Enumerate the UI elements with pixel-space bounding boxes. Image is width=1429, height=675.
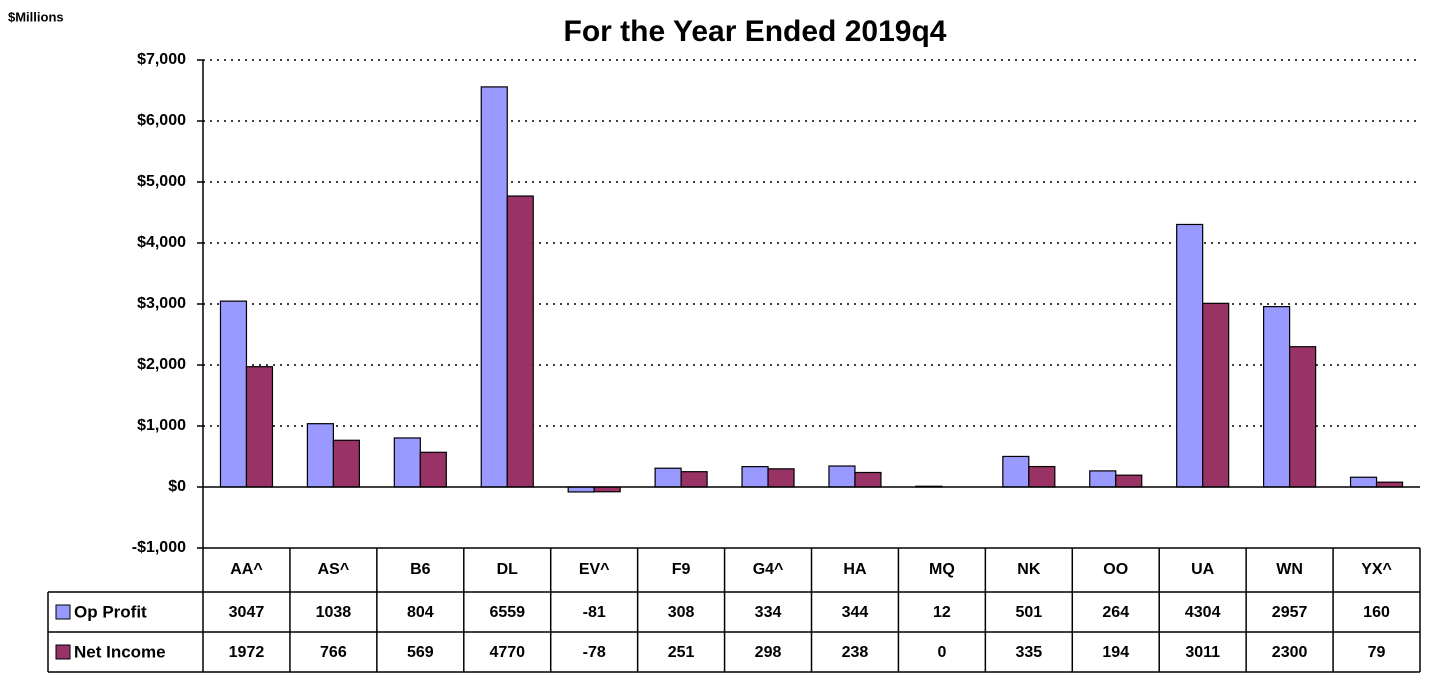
bar xyxy=(767,468,795,488)
table-cell: 569 xyxy=(407,644,434,661)
x-tick-label: WN xyxy=(1276,561,1303,578)
table-cell: 501 xyxy=(1015,604,1042,621)
table-cell: 766 xyxy=(320,644,347,661)
legend-key xyxy=(55,644,71,660)
bar xyxy=(1176,223,1204,488)
table-cell: 3011 xyxy=(1185,644,1220,661)
bar xyxy=(306,423,334,488)
y-tick-label: $5,000 xyxy=(137,173,186,190)
y-axis-label: $Millions xyxy=(8,9,64,24)
bar xyxy=(506,195,534,488)
bar xyxy=(332,439,360,488)
table-cell: 308 xyxy=(668,604,695,621)
bar xyxy=(1349,476,1378,488)
bar xyxy=(245,366,274,488)
x-tick-label: AS^ xyxy=(318,561,350,578)
y-tick-label: $4,000 xyxy=(137,234,186,251)
table-cell: 194 xyxy=(1102,644,1129,661)
table-cell: 2300 xyxy=(1272,644,1308,661)
x-tick-label: B6 xyxy=(410,561,431,578)
bar xyxy=(1002,455,1030,488)
table-cell: 298 xyxy=(755,644,782,661)
table-cell: 1038 xyxy=(316,604,352,621)
table-cell: 344 xyxy=(842,604,869,621)
table-cell: 264 xyxy=(1102,604,1129,621)
table-cell: 238 xyxy=(842,644,869,661)
bar xyxy=(1289,346,1317,488)
table-cell: 2957 xyxy=(1272,604,1308,621)
table-cell: 0 xyxy=(937,644,946,661)
bar xyxy=(741,466,769,488)
x-tick-label: F9 xyxy=(672,561,691,578)
bar xyxy=(854,471,882,488)
table-cell: 12 xyxy=(933,604,951,621)
x-tick-label: AA^ xyxy=(230,561,262,578)
y-tick-label: $6,000 xyxy=(137,112,186,129)
bar xyxy=(219,300,248,488)
table-cell: -81 xyxy=(583,604,606,621)
table-cell: 79 xyxy=(1368,644,1386,661)
table-cell: 160 xyxy=(1363,604,1390,621)
x-tick-label: HA xyxy=(843,561,867,578)
x-tick-label: DL xyxy=(497,561,519,578)
x-tick-label: OO xyxy=(1103,561,1128,578)
bar xyxy=(1115,474,1143,488)
x-tick-label: NK xyxy=(1017,561,1041,578)
bar xyxy=(393,437,421,488)
bar xyxy=(654,467,682,488)
table-cell: 335 xyxy=(1015,644,1042,661)
table-cell: -78 xyxy=(583,644,606,661)
table-cell: 3047 xyxy=(229,604,265,621)
y-tick-label: $2,000 xyxy=(137,356,186,373)
bar xyxy=(680,471,708,488)
y-tick-label: $0 xyxy=(168,478,186,495)
bar xyxy=(480,86,508,488)
legend-label: Net Income xyxy=(74,642,166,661)
bar xyxy=(1202,302,1230,488)
table-cell: 334 xyxy=(755,604,782,621)
table-cell: 6559 xyxy=(489,604,525,621)
x-tick-label: MQ xyxy=(929,561,955,578)
bar xyxy=(1028,465,1056,488)
bar xyxy=(828,465,856,488)
x-tick-label: EV^ xyxy=(579,561,610,578)
legend-label: Op Profit xyxy=(74,602,147,621)
legend-key xyxy=(55,604,71,620)
table-cell: 1972 xyxy=(229,644,265,661)
chart-title: For the Year Ended 2019q4 xyxy=(564,15,947,48)
table-cell: 4304 xyxy=(1185,604,1221,621)
x-tick-label: UA xyxy=(1191,561,1215,578)
y-tick-label: -$1,000 xyxy=(132,539,186,556)
table-cell: 804 xyxy=(407,604,434,621)
bar xyxy=(1263,306,1291,488)
bar xyxy=(419,451,447,488)
table-cell: 4770 xyxy=(489,644,525,661)
x-tick-label: G4^ xyxy=(753,561,784,578)
y-tick-label: $7,000 xyxy=(137,51,186,68)
bar xyxy=(1089,470,1117,488)
table-cell: 251 xyxy=(668,644,695,661)
x-tick-label: YX^ xyxy=(1361,561,1392,578)
y-tick-label: $3,000 xyxy=(137,295,186,312)
y-tick-label: $1,000 xyxy=(137,417,186,434)
